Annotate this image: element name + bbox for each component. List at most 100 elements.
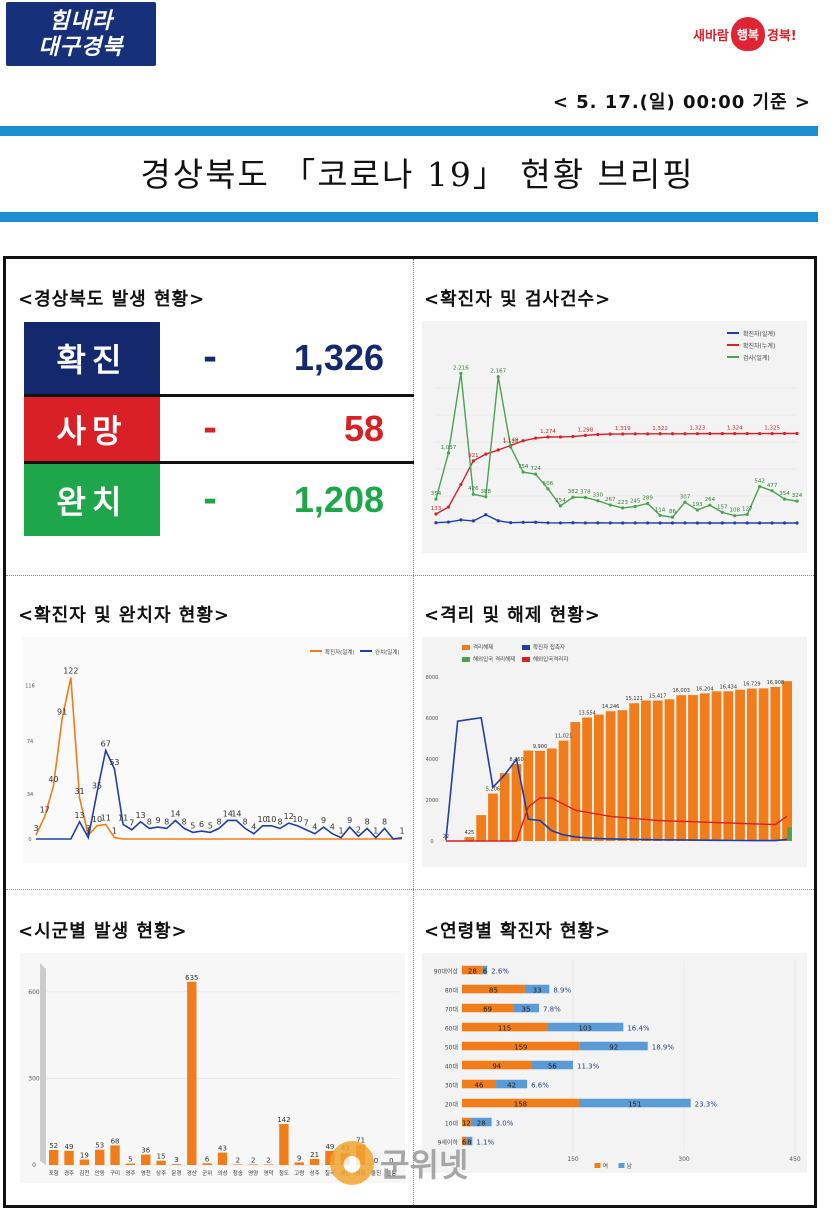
data-point [633,432,637,436]
data-label: 10 [257,815,267,824]
data-point [583,521,587,525]
data-point [509,445,513,449]
data-label: 49 [325,1143,334,1151]
data-point [695,521,700,525]
data-point [471,492,475,496]
bar [758,688,769,841]
data-label: 1,325 [764,426,780,432]
data-label: 193 [692,502,703,508]
bar [699,693,710,841]
data-label: 8,460 [509,757,523,763]
legend-label: 완치(일계) [375,648,400,656]
data-label: 1,322 [652,426,668,432]
bar [79,1159,90,1165]
data-label: 10 [266,815,276,824]
bar [578,1098,691,1108]
bar [782,681,792,841]
data-point [521,470,525,474]
slogan-pre: 새바람 [693,28,729,44]
data-label: 15,121 [625,696,643,702]
data-label: 354 [779,491,790,497]
data-point [720,521,724,525]
data-point [484,452,488,456]
data-label: 1,149 [503,437,519,443]
data-point [733,514,737,518]
status-title: <경상북도 발생 현황> [18,289,206,310]
data-label: 115 [498,1024,511,1032]
bar [535,750,545,841]
y-tick: 0 [28,837,31,843]
bar [202,1163,212,1165]
data-point [782,431,787,436]
bar [110,1145,120,1165]
x-tick: 포항 [49,1169,59,1177]
data-label: 28 [468,967,477,975]
data-label: 122 [63,667,78,676]
x-tick: 의성 [217,1169,227,1177]
y-tick: 80대 [445,986,458,994]
data-point [496,448,500,452]
data-point [633,504,637,509]
data-point [758,521,762,525]
data-point [558,504,563,508]
data-point [509,521,513,525]
data-label: 4 [312,823,317,832]
data-point [683,500,687,504]
x-tick: 경산 [187,1169,197,1177]
data-label: 7 [129,819,134,828]
data-point [521,520,525,524]
bar [187,981,197,1165]
data-label: 9 [347,816,352,825]
data-label: 15 [157,1153,166,1161]
bar [263,1164,274,1165]
data-point [533,472,538,476]
data-label: 8 [365,817,370,826]
data-label: 1,324 [727,426,743,432]
data-point [558,435,563,439]
data-label: 10 [92,815,102,824]
data-label: 16,729 [743,682,761,688]
data-point [596,521,600,525]
data-label: 8.9% [553,986,571,994]
data-label: 17 [40,806,50,815]
data-label: 1 [112,827,117,836]
deaths-dash: - [202,409,218,449]
y-tick: 9세이하 [438,1138,459,1146]
data-point [621,521,625,525]
data-label: 264 [705,497,716,503]
data-label: 9 [321,816,326,825]
y-tick: 116 [25,684,35,690]
bar [629,703,640,841]
data-point [546,435,550,439]
x-tick: 칠곡 [325,1169,335,1177]
data-label: 94 [492,1062,501,1070]
data-label: 56 [548,1062,557,1070]
x-tick: 김천 [79,1169,89,1177]
bar [770,686,781,841]
data-label: 1,037 [441,445,457,451]
data-label: 8 [243,817,248,826]
data-label: 8 [147,817,152,826]
y-tick: 0 [430,839,433,845]
bar [462,1117,471,1127]
legend-label: 확진자(일계) [325,648,355,656]
data-label: 92 [609,1043,618,1051]
data-label: 1.1% [476,1138,494,1146]
x-tick: 경주 [64,1170,74,1177]
data-label: 223 [617,500,628,506]
age-chart: 150 300 450 90대이상 28 6 2.6% 80대 85 33 8.9% 70대 69 35 7… [422,953,807,1173]
stat-separator [24,461,414,464]
data-label: 42 [507,1081,516,1089]
data-label: 724 [530,466,541,472]
series-line-0 [35,677,402,840]
bar [141,1154,151,1165]
data-label: 254 [555,498,566,504]
data-point [633,521,637,525]
data-point [733,521,737,525]
data-point [596,432,600,437]
legend-swatch [462,657,470,662]
y-tick: 300 [28,1075,40,1082]
gyeongbuk-slogan-logo: 새바람 행복 경북! [693,14,811,54]
y-tick: 0 [32,1162,36,1169]
